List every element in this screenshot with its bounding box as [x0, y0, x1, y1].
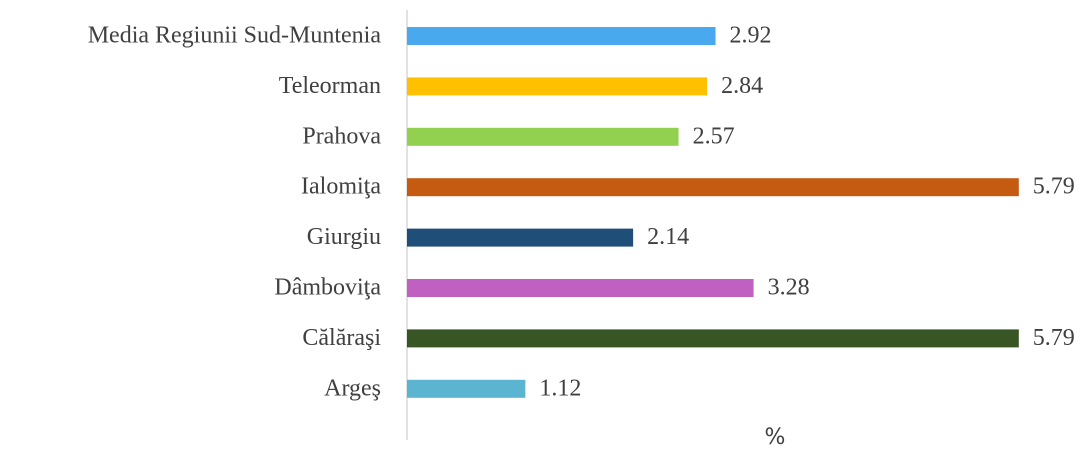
y-tick-label: Giurgiu — [307, 224, 381, 250]
bar — [407, 228, 634, 247]
y-tick-label: Călăraşi — [302, 325, 381, 351]
data-label: 3.28 — [768, 275, 810, 301]
bar — [407, 178, 1019, 197]
data-label: 2.57 — [693, 123, 735, 149]
bar — [407, 279, 754, 297]
data-label: 2.14 — [647, 224, 689, 250]
x-axis-label: % — [765, 425, 786, 450]
y-tick-label: Media Regiunii Sud-Muntenia — [88, 23, 382, 49]
data-label: 5.79 — [1033, 325, 1075, 351]
bar — [407, 27, 716, 45]
bar — [407, 77, 708, 96]
bar — [407, 329, 1019, 348]
data-label: 1.12 — [539, 375, 581, 401]
y-tick-label: Prahova — [302, 123, 381, 149]
y-tick-label: Dâmboviţa — [274, 275, 381, 301]
data-label: 2.84 — [721, 73, 763, 99]
y-tick-label: Argeş — [324, 375, 381, 401]
data-label: 5.79 — [1033, 174, 1075, 200]
y-tick-label: Ialomiţa — [301, 174, 381, 200]
bar — [407, 127, 679, 146]
y-tick-label: Teleorman — [279, 73, 381, 99]
data-label: 2.92 — [730, 23, 772, 49]
bar — [407, 379, 526, 398]
